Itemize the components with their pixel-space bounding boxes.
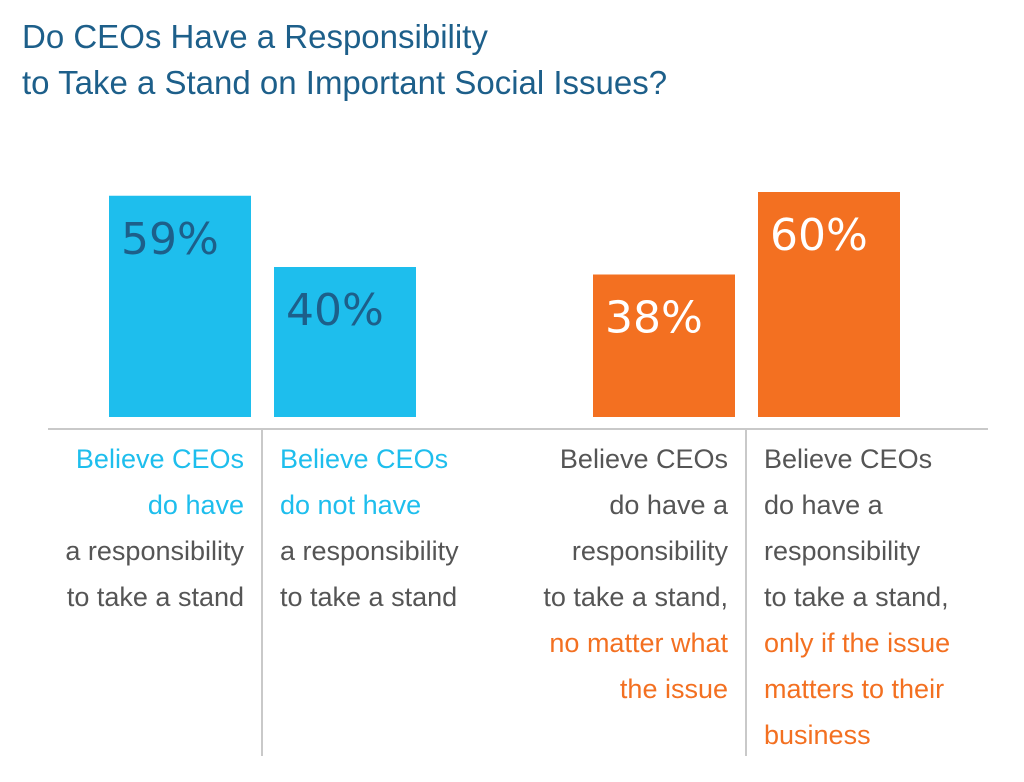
description-line: the issue <box>619 674 728 704</box>
description-line: to take a stand, <box>764 582 949 612</box>
chart-title-line-2: to Take a Stand on Important Social Issu… <box>22 64 668 101</box>
bar-1-1 <box>758 192 900 417</box>
bar-value-label-0-0: 59% <box>121 214 219 265</box>
bar-0-1 <box>274 267 416 417</box>
description-line: do have <box>147 490 244 520</box>
description-line: Believe CEOs <box>280 444 449 474</box>
bar-1-0 <box>593 274 735 417</box>
description-line: do have a <box>609 490 728 520</box>
bar-value-label-1-1: 60% <box>770 210 868 261</box>
description-line: to take a stand, <box>543 582 728 612</box>
bar-value-label-1-0: 38% <box>605 293 703 344</box>
bar-description-0-0: Believe CEOs do have a responsibility to ta… <box>65 436 244 620</box>
description-line: responsibility <box>764 536 921 566</box>
description-line: Believe CEOs <box>559 444 728 474</box>
chart-title: Do CEOs Have a Responsibility to Take a … <box>22 14 667 106</box>
description-line: to take a stand <box>66 582 244 612</box>
bar-value-label-0-1: 40% <box>286 285 384 336</box>
description-line: a responsibility <box>280 536 459 566</box>
description-line: do have a <box>764 490 883 520</box>
description-line: only if the issue <box>764 628 951 658</box>
bar-description-1-0: Believe CEOs do have a responsibility to ta… <box>543 436 728 712</box>
bar-description-1-1: Believe CEOs do have a responsibility to ta… <box>764 436 950 758</box>
description-line: do not have <box>280 490 422 520</box>
bar-0-0 <box>109 195 251 417</box>
bar-description-0-1: Believe CEOs do not have a responsibility t… <box>280 436 459 620</box>
description-line: no matter what <box>549 628 728 658</box>
description-line: Believe CEOs <box>764 444 933 474</box>
description-line: a responsibility <box>65 536 244 566</box>
description-line: business <box>764 720 871 750</box>
description-line: to take a stand <box>280 582 458 612</box>
description-line: matters to their <box>764 674 945 704</box>
chart-title-line-1: Do CEOs Have a Responsibility <box>22 18 488 55</box>
description-line: responsibility <box>571 536 728 566</box>
description-line: Believe CEOs <box>75 444 244 474</box>
